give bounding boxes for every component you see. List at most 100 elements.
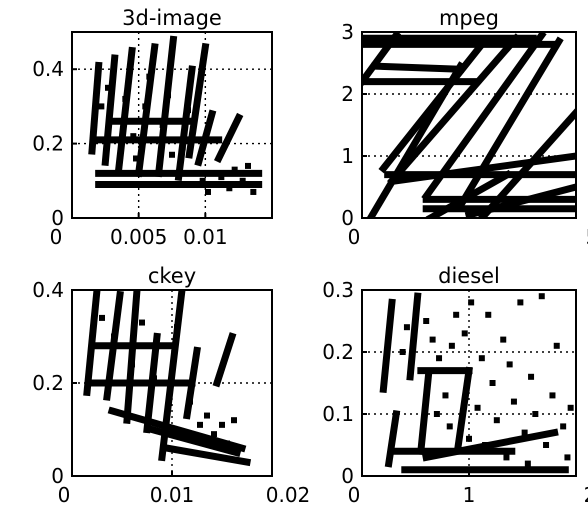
x-tick-label: 0.01 (150, 483, 195, 507)
data-point-4 (429, 336, 436, 343)
data-point-6 (174, 324, 180, 331)
data-point-2 (105, 84, 111, 91)
data-point-10 (468, 299, 475, 306)
data-point-11 (199, 177, 206, 184)
data-point-2 (403, 324, 410, 331)
data-streak-4 (417, 372, 433, 456)
subplot-1: 0 0.005 0.01 0 0.2 0.4 3d-image (32, 6, 273, 249)
data-point-1 (399, 349, 406, 355)
data-point-12 (478, 355, 485, 362)
data-streak-11 (387, 33, 522, 186)
data-point-27 (560, 423, 567, 430)
x-tick-label: 5 (586, 225, 588, 249)
data-point-29 (567, 404, 574, 411)
data-point-5 (151, 375, 157, 382)
data-streak-15 (455, 36, 564, 211)
x-tick-label: 0.02 (266, 483, 311, 507)
data-streak-2 (101, 54, 119, 166)
subplot-title: ckey (148, 264, 196, 288)
x-tick-label: 0.01 (183, 225, 228, 249)
data-point-6 (146, 73, 153, 80)
x-tick-label: 0 (58, 483, 71, 507)
data-point-11 (474, 404, 481, 411)
data-point-13 (485, 311, 492, 318)
data-point-18 (510, 398, 517, 405)
data-point-14 (226, 185, 233, 192)
data-point-8 (197, 421, 203, 428)
data-point-26 (553, 342, 560, 349)
data-streak-5 (154, 35, 178, 178)
y-tick-label: 3 (341, 20, 354, 44)
data-point-28 (564, 454, 571, 461)
data-streak-4 (134, 42, 159, 178)
subplot-title: 3d-image (122, 6, 222, 30)
data-point-7 (187, 398, 193, 405)
data-point-15 (493, 417, 500, 424)
data-streak-16 (477, 107, 576, 218)
y-tick-label: 0.2 (32, 371, 64, 395)
data-point-23 (538, 293, 545, 300)
data-streak-3 (123, 290, 141, 424)
data-point-7 (159, 122, 166, 128)
data-streak-13 (378, 39, 487, 174)
data-point-19 (133, 155, 139, 162)
data-streak-9 (422, 428, 559, 462)
y-tick-label: 1 (341, 144, 354, 168)
data-streak-17 (425, 169, 513, 218)
subplot-title: diesel (438, 264, 500, 288)
data-point-32 (466, 435, 472, 442)
y-tick-label: 0.4 (32, 57, 64, 81)
data-point-11 (219, 421, 225, 428)
data-streak-12 (162, 444, 252, 467)
data-streak-1 (88, 61, 103, 155)
axes-frame (71, 31, 273, 219)
data-point-12 (224, 440, 230, 447)
data-point-34 (503, 454, 510, 461)
x-tick-label: 0 (348, 225, 361, 249)
data-point-10 (185, 107, 191, 114)
data-point-9 (179, 144, 186, 151)
data-point-9 (204, 412, 210, 419)
data-streak-7 (212, 332, 237, 388)
data-point-20 (169, 151, 175, 158)
subplot-3: 0 0.01 0.02 0 0.2 0.4 ckey (32, 264, 310, 507)
data-streak-5 (454, 366, 473, 449)
data-streak-4 (371, 62, 465, 73)
data-layer (88, 35, 263, 195)
data-point-16 (500, 336, 507, 343)
data-point-6 (442, 392, 449, 399)
data-streak-5 (362, 32, 402, 87)
data-point-13 (231, 417, 237, 424)
data-point-21 (528, 373, 535, 380)
data-streak-14 (421, 32, 547, 202)
data-point-2 (111, 333, 117, 340)
data-point-3 (122, 95, 129, 102)
data-point-35 (524, 460, 531, 467)
x-tick-label: 0 (50, 225, 63, 249)
data-point-31 (446, 423, 453, 430)
data-point-14 (489, 380, 496, 386)
y-tick-label: 0 (341, 206, 354, 230)
data-streak-10 (107, 406, 247, 453)
data-point-8 (453, 311, 460, 318)
data-point-1 (98, 103, 105, 110)
data-streak-3 (114, 46, 136, 174)
data-layer (83, 290, 252, 467)
y-tick-label: 0.1 (322, 402, 354, 426)
axes-frame (361, 31, 577, 219)
data-point-20 (521, 429, 528, 436)
y-tick-label: 0.2 (32, 132, 64, 156)
data-point-1 (99, 314, 105, 321)
data-point-15 (231, 166, 238, 173)
data-point-10 (211, 431, 217, 438)
data-point-24 (543, 442, 550, 448)
subplot-4: 0 1 2 0 0.1 0.2 0.3 diesel (322, 264, 588, 507)
data-point-5 (142, 103, 149, 110)
data-point-25 (549, 392, 556, 399)
y-tick-label: 0 (51, 464, 64, 488)
y-tick-label: 2 (341, 82, 354, 106)
x-tick-label: 2 (584, 483, 588, 507)
y-tick-label: 0.4 (32, 278, 64, 302)
data-layer (362, 32, 576, 218)
